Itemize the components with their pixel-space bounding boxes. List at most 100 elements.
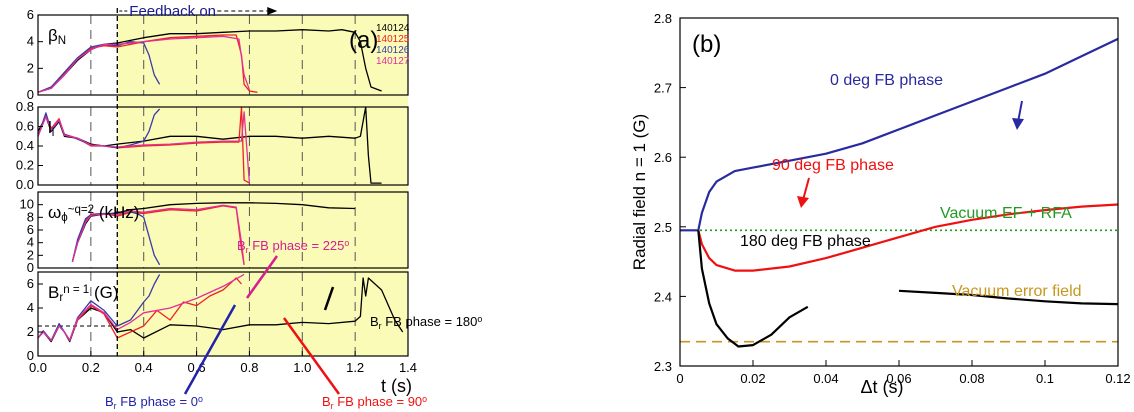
x-tick-label: 0.0: [29, 360, 47, 375]
panel-label-a: (a): [349, 27, 378, 54]
x-axis-label-b: Δt (s): [860, 377, 903, 397]
x-tick-label: 0.06: [886, 371, 911, 386]
series-label-2: 180 deg FB phase: [740, 233, 871, 250]
annotation-arrow-0: [245, 255, 279, 299]
annotation-3-part: B: [322, 394, 331, 409]
y-axis-label-part: β: [48, 26, 58, 45]
series-140124: [37, 29, 382, 93]
x-axis-label: t (s): [381, 376, 412, 396]
annotation-0-part: r: [246, 245, 249, 255]
y-tick-label: 2: [27, 247, 34, 262]
x-tick-label: 1.0: [293, 360, 311, 375]
y-tick-label: 0: [27, 87, 34, 102]
legend-entry: 140126: [376, 45, 410, 56]
annotation-0: Br FB phase = 225o: [237, 238, 349, 255]
annotation-arrow-1: [323, 286, 335, 311]
series-1: [697, 203, 1119, 272]
y-tick-label: 0.2: [16, 158, 34, 173]
y-tick-label: 2.4: [654, 289, 672, 304]
feedback-label: Feedback on: [129, 3, 216, 20]
arrow-0deg-head: [1012, 118, 1024, 130]
series-140127: [71, 204, 245, 265]
annotation-3: Br FB phase = 90o: [322, 394, 427, 411]
y-tick-label: 0: [27, 260, 34, 275]
annotation-2-part: o: [198, 394, 203, 404]
y-axis-label: ωϕ~q=2 (kHz): [48, 203, 139, 224]
series-label-0: 0 deg FB phase: [830, 72, 943, 89]
y-tick-label: 4: [27, 300, 34, 315]
y-axis-label-part: ϕ: [61, 212, 68, 224]
axes-box: [37, 271, 409, 357]
y-tick-label: 6: [27, 276, 34, 291]
y-axis-label-part: B: [48, 283, 59, 302]
y-axis-label-part: r: [59, 292, 63, 304]
y-axis-label: Brn = 1 (G): [48, 283, 119, 304]
series-2: [697, 230, 809, 348]
x-tick-label: 0.2: [82, 360, 100, 375]
y-axis-label: li: [48, 118, 54, 139]
arrow-90deg: [802, 177, 810, 201]
arrow-90deg-head: [797, 196, 809, 208]
annotation-3-part: r: [331, 401, 334, 411]
x-tick-label: 0.08: [959, 371, 984, 386]
series-label-3: Vacuum EF + RFA: [940, 205, 1072, 222]
annotation-arrow-2: [183, 304, 237, 395]
y-axis-label-part: ~q=2: [68, 204, 94, 216]
y-tick-label: 6: [27, 7, 34, 22]
arrow-0deg: [1017, 100, 1023, 123]
annotation-2: Br FB phase = 0o: [105, 394, 203, 411]
y-tick-label: 0: [27, 348, 34, 363]
y-axis-label-b: Radial field n = 1 (G): [630, 114, 649, 270]
series-0: [680, 37, 1119, 232]
series-140126: [37, 41, 161, 93]
y-axis-label-part: (G): [89, 283, 118, 302]
annotation-1: Br FB phase = 180o: [370, 314, 482, 331]
y-tick-label: 0.6: [16, 119, 34, 134]
legend-entry: 140125: [376, 34, 410, 45]
series-140127: [37, 35, 251, 93]
annotation-3-part: FB phase = 90: [334, 394, 423, 409]
y-axis-label-part: l: [48, 118, 52, 137]
y-tick-label: 2: [27, 324, 34, 339]
annotation-2-part: r: [114, 401, 117, 411]
y-tick-label: 6: [27, 222, 34, 237]
annotation-1-part: o: [477, 314, 482, 324]
series-3: [898, 289, 1119, 306]
panel-b: 2.3 2.4 2.5 2.6 2.7 2.8 0 0.02 0.04 0.06 0.08 0.1 0.…: [630, 11, 1131, 397]
annotation-arrow-3: [282, 317, 341, 395]
annotation-0-part: FB phase = 225: [249, 238, 345, 253]
x-tick-label: 1.2: [346, 360, 364, 375]
y-axis-label: βN: [48, 26, 66, 47]
axes-box: [37, 14, 409, 96]
feedback-arrow-head: [267, 7, 278, 15]
y-tick-label: 2.6: [654, 150, 672, 165]
y-axis-label-part: n = 1: [63, 284, 89, 296]
annotation-0-part: B: [237, 238, 246, 253]
x-tick-label: 0: [676, 371, 683, 386]
annotation-1-part: B: [370, 314, 379, 329]
y-tick-label: 4: [27, 34, 34, 49]
y-tick-label: 2.8: [654, 11, 672, 26]
y-tick-label: 2: [27, 60, 34, 75]
x-tick-label: 0.04: [813, 371, 838, 386]
y-tick-label: 2.5: [654, 220, 672, 235]
y-tick-label: 2.7: [654, 81, 672, 96]
y-tick-label: 8: [27, 209, 34, 224]
annotation-2-part: B: [105, 394, 114, 409]
y-axis-label-part: i: [52, 127, 55, 139]
series-label-1: 90 deg FB phase: [772, 157, 894, 174]
y-tick-label: 0.4: [16, 138, 34, 153]
annotation-0-part: o: [344, 238, 349, 248]
y-tick-label: 0.8: [16, 99, 34, 114]
y-axis-label-part: ω: [48, 203, 61, 222]
x-tick-label: 0.8: [240, 360, 258, 375]
x-tick-label: 1.4: [399, 360, 417, 375]
series-label-4: Vacuum error field: [952, 283, 1082, 300]
y-tick-label: 10: [20, 197, 34, 212]
x-tick-label: 0.4: [135, 360, 153, 375]
x-tick-label: 0.12: [1105, 371, 1130, 386]
y-axis-label-part: N: [58, 35, 66, 47]
